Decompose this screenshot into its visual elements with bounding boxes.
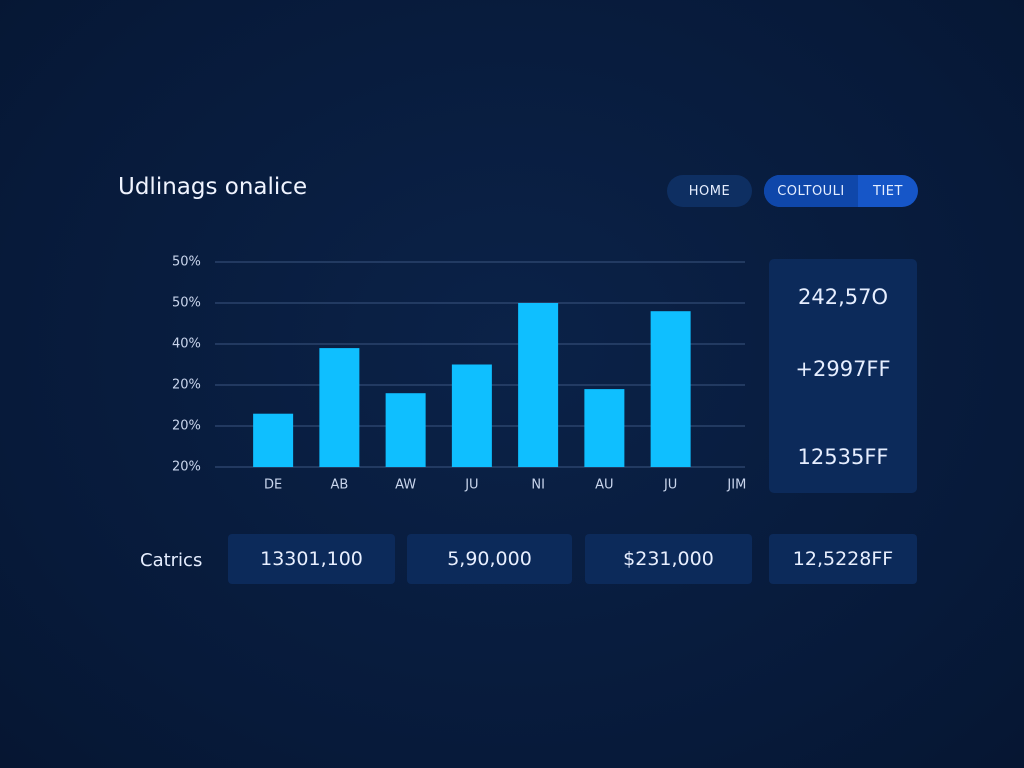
x-tick-label: AW xyxy=(395,478,416,493)
nav-home[interactable]: HOME xyxy=(667,175,752,207)
y-tick-label: 20% xyxy=(172,419,201,434)
metric: 12,5228FF xyxy=(769,534,917,584)
metric: 5,90,000 xyxy=(407,534,572,584)
x-tick-label: JU xyxy=(464,478,478,493)
x-tick-label: JU xyxy=(663,478,677,493)
bar xyxy=(518,303,559,467)
metric: 13301,100 xyxy=(228,534,395,584)
metric: $231,000 xyxy=(585,534,752,584)
nav-item[interactable]: COLTOULI xyxy=(764,175,858,207)
x-tick-label: DE xyxy=(264,478,282,493)
y-tick-label: 40% xyxy=(172,337,201,352)
y-tick-label: 20% xyxy=(172,460,201,475)
side-panel: 242,57O +2997FF 12535FF xyxy=(769,259,917,493)
x-tick-label: AU xyxy=(595,478,613,493)
side-value: +2997FF xyxy=(795,357,891,381)
side-value: 12535FF xyxy=(797,445,889,469)
bar xyxy=(451,364,492,467)
y-tick-label: 20% xyxy=(172,378,201,393)
bar xyxy=(650,311,691,467)
y-tick-label: 50% xyxy=(172,296,201,311)
nav-pill: COLTOULI TIET xyxy=(764,175,918,207)
bar xyxy=(385,393,426,467)
title: Udlinags onalice xyxy=(118,174,308,200)
x-tick-label: AB xyxy=(330,478,348,493)
nav-item[interactable]: TIET xyxy=(873,183,903,199)
bar xyxy=(584,389,625,467)
x-tick-label: JIM xyxy=(726,478,746,493)
bar xyxy=(253,413,294,467)
side-value: 242,57O xyxy=(797,285,888,309)
x-tick-label: NI xyxy=(531,478,545,493)
y-tick-label: 50% xyxy=(172,255,201,270)
metrics-label: Catrics xyxy=(140,550,203,571)
bar xyxy=(319,348,360,467)
